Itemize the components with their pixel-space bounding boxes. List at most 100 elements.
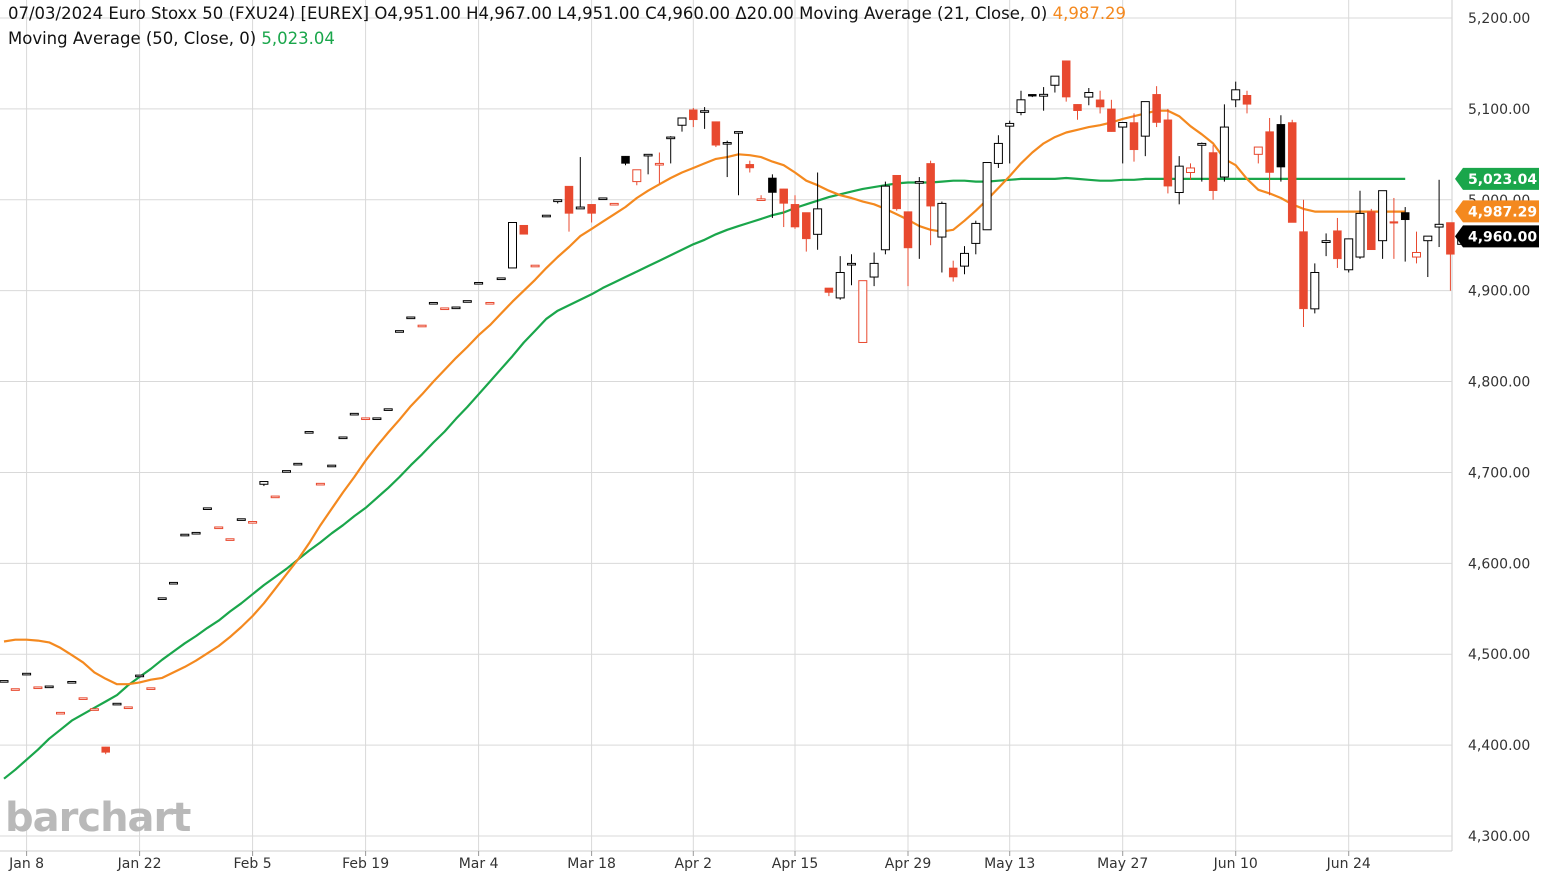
candle: [293, 462, 303, 466]
candle: [191, 531, 201, 535]
candle-body: [609, 202, 619, 206]
candle: [1321, 233, 1331, 257]
candle-body: [1389, 221, 1399, 224]
ma21-value: 4,987.29: [1052, 4, 1127, 23]
candle-body: [1231, 89, 1241, 101]
candle: [496, 277, 506, 281]
y-tick-label: 4,700.00: [1468, 465, 1530, 481]
candle: [643, 153, 653, 175]
candle-body: [960, 252, 969, 267]
x-tick-label: Apr 15: [772, 856, 818, 872]
candle: [914, 177, 924, 259]
candle: [1061, 60, 1071, 102]
candle-body: [869, 262, 879, 278]
candle-body: [101, 746, 110, 753]
candle: [1253, 146, 1263, 164]
candle-body: [621, 155, 630, 164]
candle-body: [78, 697, 88, 700]
candle-body: [349, 412, 359, 416]
price-badge-label: 4,987.29: [1468, 204, 1537, 220]
candle: [1412, 231, 1421, 264]
candle-body: [1446, 222, 1455, 255]
ma50-line: [3, 176, 1406, 780]
candle: [1231, 81, 1241, 108]
candle-body: [903, 211, 913, 249]
candle: [259, 481, 269, 487]
candle-body: [485, 301, 495, 305]
candle-body: [802, 212, 811, 240]
candle-body: [587, 204, 596, 214]
candle-body: [33, 686, 43, 690]
price-badges: 5,023.04 4,987.29 4,960.00: [1455, 167, 1539, 248]
header-open: O4,951.00: [374, 4, 461, 23]
ma50-label: Moving Average (50, Close, 0): [8, 29, 257, 48]
candle: [67, 680, 77, 684]
candle-body: [824, 287, 834, 293]
candle-body: [451, 306, 461, 310]
candle-body: [293, 462, 303, 466]
candle-body: [689, 109, 698, 121]
candle: [338, 436, 348, 440]
candle: [349, 412, 359, 416]
candle-body: [1197, 142, 1207, 146]
x-tick-label: May 13: [984, 856, 1035, 872]
candle-body: [734, 131, 743, 134]
candle: [315, 482, 325, 486]
candle-body: [1412, 251, 1421, 258]
x-tick-label: Jun 10: [1213, 856, 1258, 872]
header-low: L4,951.00: [557, 4, 640, 23]
candle-body: [1310, 271, 1320, 310]
candle: [858, 280, 868, 343]
ma21-line-group: [3, 109, 1406, 686]
candle: [56, 711, 65, 715]
candle-body: [1321, 240, 1331, 243]
candle-body: [756, 198, 766, 201]
candle: [1163, 108, 1173, 194]
candle-body: [1186, 167, 1195, 174]
candle: [0, 680, 9, 683]
x-tick-label: Apr 29: [885, 856, 931, 872]
candle-body: [67, 680, 77, 684]
candle: [225, 538, 235, 541]
candle: [824, 287, 834, 297]
price-badge-label: 5,023.04: [1468, 172, 1537, 188]
x-tick-label: Jun 24: [1326, 856, 1371, 872]
candle: [157, 597, 167, 600]
candle: [1276, 115, 1286, 182]
candle-body: [654, 162, 664, 166]
header-close: C4,960.00: [645, 4, 731, 23]
candle-body: [1344, 238, 1354, 271]
header-instrument: Euro Stoxx 50 (FXU24) [EUREX]: [108, 4, 370, 23]
candle-body: [259, 481, 269, 485]
candle: [768, 174, 777, 218]
candle-body: [993, 142, 1003, 164]
candle-body: [157, 597, 167, 600]
ma21-label: Moving Average (21, Close, 0): [799, 4, 1048, 23]
header-date: 07/03/2024: [8, 4, 104, 23]
candle-body: [1028, 94, 1037, 97]
candle: [428, 301, 438, 305]
y-tick-label: 4,500.00: [1468, 647, 1530, 663]
x-tick-label: Mar 18: [567, 856, 616, 872]
candle: [1073, 104, 1082, 120]
price-badge-label: 4,960.00: [1468, 229, 1537, 245]
candle: [621, 155, 630, 166]
candle-body: [372, 417, 382, 421]
candle-body: [847, 262, 856, 266]
candle-body: [1400, 212, 1410, 221]
candle-body: [598, 197, 608, 201]
candle-body: [0, 680, 9, 683]
candle: [1333, 217, 1342, 268]
candle: [383, 408, 393, 411]
candle: [406, 316, 416, 320]
ma50-line-group: [3, 176, 1406, 780]
candle: [1423, 235, 1433, 278]
candle-body: [892, 174, 901, 210]
candle: [89, 708, 99, 711]
candle-body: [971, 222, 981, 244]
price-badge-bg: [1455, 167, 1539, 190]
candle: [847, 254, 856, 286]
candle-body: [1219, 126, 1229, 178]
candle: [1084, 87, 1094, 106]
